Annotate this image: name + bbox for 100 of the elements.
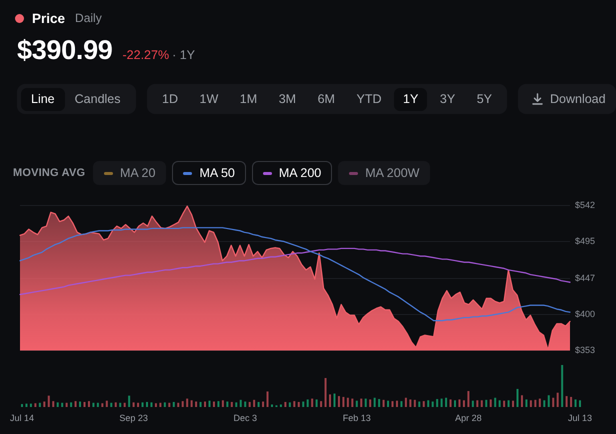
bar <box>182 401 184 407</box>
bar <box>48 396 50 407</box>
view-button[interactable]: Line <box>21 88 65 110</box>
bar <box>298 402 300 407</box>
toggle-button[interactable]: MA 200 <box>252 161 332 185</box>
bar <box>454 400 456 407</box>
bar <box>240 400 242 407</box>
range-button[interactable]: 3M <box>270 88 306 110</box>
bar <box>440 398 443 407</box>
bar <box>124 402 126 407</box>
bar <box>164 402 166 407</box>
bar <box>226 402 228 407</box>
bar <box>508 400 510 407</box>
bar <box>346 398 349 407</box>
range-button[interactable]: 1W <box>190 88 228 110</box>
range-button[interactable]: 3Y <box>430 88 464 110</box>
bar <box>520 395 523 407</box>
legend-label: MA 200 <box>278 166 322 180</box>
bar <box>142 402 144 407</box>
bar <box>400 401 402 407</box>
bar <box>132 402 135 407</box>
bar <box>333 394 336 407</box>
view-button[interactable]: Candles <box>64 88 131 110</box>
bar <box>392 401 394 407</box>
toggle-button[interactable]: MA 20 <box>93 161 166 185</box>
range-button[interactable]: 1M <box>230 88 266 110</box>
bar <box>288 402 291 407</box>
bar <box>159 402 162 407</box>
bar <box>534 400 536 407</box>
text: $390.99 <box>17 35 112 66</box>
bar <box>414 400 416 407</box>
bar <box>436 399 438 407</box>
bar <box>543 400 546 407</box>
bar <box>561 365 564 407</box>
bar <box>450 399 452 407</box>
bar <box>494 398 496 407</box>
y-tick-label: $495 <box>575 236 596 246</box>
bar <box>378 399 380 407</box>
bar <box>342 396 344 407</box>
range-button[interactable]: 5Y <box>468 88 501 110</box>
bar <box>30 404 32 407</box>
bar <box>266 391 269 407</box>
x-tick-label: Sep 23 <box>119 412 148 423</box>
bar <box>150 402 152 407</box>
bar <box>364 398 367 407</box>
bar <box>566 396 568 407</box>
bar <box>208 400 210 407</box>
bar <box>56 402 59 407</box>
bar <box>190 400 193 407</box>
bar <box>360 398 362 407</box>
bar <box>512 400 514 407</box>
bar <box>574 399 577 407</box>
bar <box>168 402 170 407</box>
bar <box>485 400 488 407</box>
range-button[interactable]: 1D <box>153 88 187 110</box>
bar <box>70 402 72 407</box>
toggle-button[interactable]: MA 50 <box>172 161 246 185</box>
bar <box>432 402 434 407</box>
bar <box>52 401 54 407</box>
bar <box>525 399 528 407</box>
bar <box>66 402 68 407</box>
range-button[interactable]: 1Y <box>394 88 428 110</box>
range-button[interactable]: YTD <box>348 88 391 110</box>
bar <box>476 400 478 407</box>
bar <box>338 396 340 407</box>
bar <box>195 402 198 407</box>
bar <box>21 404 23 407</box>
bar <box>25 404 28 407</box>
bar <box>186 398 188 407</box>
bar <box>217 401 220 407</box>
bar <box>396 400 398 407</box>
bar <box>262 402 264 407</box>
bar <box>244 402 246 407</box>
bar <box>146 402 148 407</box>
bar <box>34 403 36 407</box>
x-tick-label: Dec 3 <box>233 412 257 423</box>
bar <box>222 400 224 407</box>
bar <box>530 400 532 407</box>
bar <box>212 402 215 407</box>
toggle-button[interactable]: MA 200W <box>338 161 430 185</box>
bar <box>422 401 425 407</box>
bar <box>79 402 82 407</box>
bar <box>258 402 260 407</box>
bar <box>101 403 104 407</box>
bar <box>280 404 282 407</box>
bar <box>172 402 175 407</box>
bar <box>374 398 376 407</box>
x-tick-label: Jul 13 <box>568 412 592 423</box>
x-tick-label: Apr 28 <box>455 412 482 423</box>
bar <box>320 401 322 407</box>
bar <box>284 402 286 407</box>
legend-label: MA 50 <box>199 166 235 180</box>
y-tick-label: $542 <box>575 200 596 210</box>
bar <box>270 404 273 407</box>
bar <box>552 398 554 407</box>
bar <box>387 400 390 407</box>
bar <box>516 388 519 407</box>
bar <box>302 402 304 407</box>
range-button[interactable]: 6M <box>308 88 344 110</box>
bar <box>356 400 358 407</box>
